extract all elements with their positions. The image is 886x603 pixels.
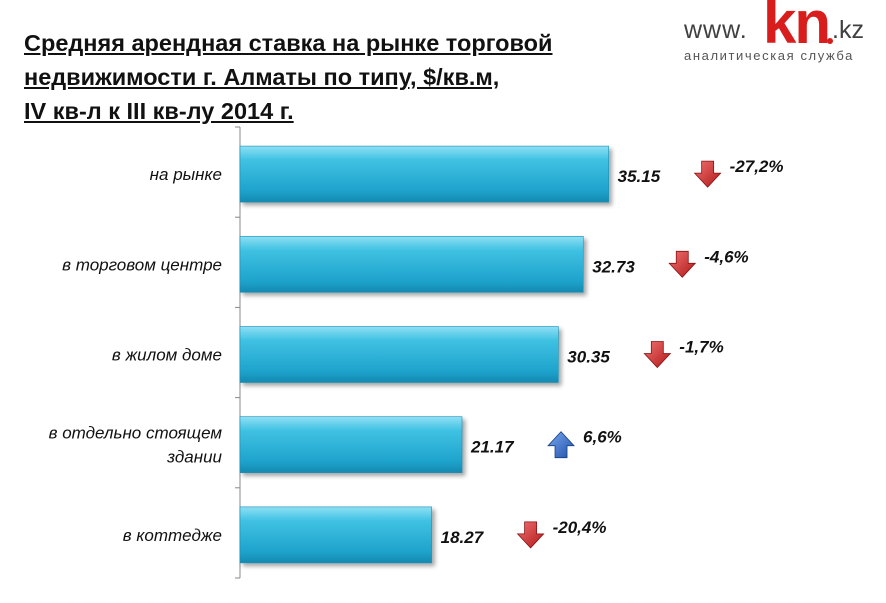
bar[interactable]	[239, 506, 432, 564]
value-label: 21.17	[470, 438, 515, 457]
category-label: здании	[166, 448, 222, 467]
arrow-down-icon	[668, 250, 697, 278]
title-line-1: Средняя арендная ставка на рынке торгово…	[24, 30, 553, 56]
category-label: в отдельно стоящем	[49, 424, 223, 443]
change-label: -4,6%	[704, 247, 748, 266]
logo-brand: kn	[763, 0, 831, 56]
bar[interactable]	[239, 236, 584, 293]
bar[interactable]	[239, 326, 559, 383]
bar[interactable]	[239, 416, 463, 474]
value-label: 32.73	[592, 257, 635, 276]
category-label: в коттедже	[123, 526, 222, 545]
title-line-3: IV кв-л к III кв-лу 2014 г.	[24, 98, 294, 124]
change-label: -20,4%	[553, 518, 607, 537]
arrow-up-icon	[547, 431, 575, 459]
arrow-down-icon	[693, 160, 722, 188]
logo-house-icon	[827, 38, 833, 44]
value-label: 18.27	[441, 528, 485, 547]
logo-suffix: .kz	[832, 16, 864, 44]
chart-title: Средняя арендная ставка на рынке торгово…	[24, 26, 644, 128]
category-label: на рынке	[150, 165, 222, 184]
title-line-2: недвижимости г. Алматы по типу, $/кв.м,	[24, 64, 500, 90]
category-label: в жилом доме	[112, 346, 222, 365]
arrow-down-icon	[643, 341, 672, 369]
category-label: в торговом центре	[62, 255, 222, 274]
logo-tagline: аналитическая служба	[684, 48, 855, 63]
change-label: 6,6%	[583, 428, 622, 447]
kn-logo[interactable]: www. kn .kz аналитическая служба	[684, 0, 880, 70]
logo-prefix: www.	[684, 16, 748, 44]
bar[interactable]	[239, 145, 609, 203]
change-label: -27,2%	[730, 157, 784, 176]
arrow-down-icon	[516, 521, 545, 549]
value-label: 35.15	[618, 167, 661, 186]
value-label: 30.35	[567, 348, 610, 367]
change-label: -1,7%	[679, 338, 723, 357]
